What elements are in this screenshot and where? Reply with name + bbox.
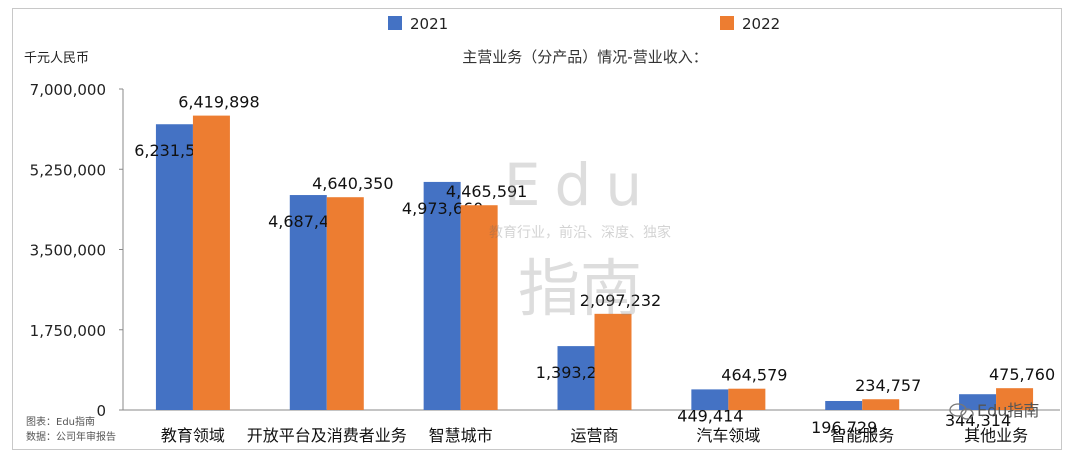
bar-2021-2 [423, 181, 461, 410]
watermark-tagline: 教育行业，前沿、深度、独家 [489, 224, 671, 241]
watermark-logo-text: Edu [504, 151, 656, 219]
bar-2022-5 [862, 399, 900, 410]
chart-title: 主营业务（分产品）情况-营业收入： [462, 48, 707, 66]
x-category-label: 开放平台及消费者业务 [247, 426, 407, 445]
data-label-2022-4: 464,579 [721, 366, 787, 385]
y-tick-label: 7,000,000 [30, 81, 106, 99]
watermark: Edu 教育行业，前沿、深度、独家 指南 [489, 151, 671, 325]
x-category-label: 运营商 [570, 426, 618, 445]
bar-2021-6 [959, 394, 997, 410]
data-credit: 数据：公司年审报告 [26, 430, 116, 443]
y-tick-label: 3,500,000 [30, 242, 106, 260]
y-axis-ticks: 0 1,750,000 3,500,000 5,250,000 7,000,000 [30, 81, 123, 420]
y-tick-label: 5,250,000 [30, 161, 106, 179]
data-label-2022-3: 2,097,232 [580, 291, 661, 310]
bar-2021-1 [289, 195, 327, 410]
bar-2021-0 [155, 124, 193, 410]
data-label-2022-5: 234,757 [855, 376, 921, 395]
y-tick-label: 0 [96, 402, 106, 420]
chart-frame [12, 8, 1062, 450]
legend-label-2021: 2021 [410, 15, 448, 33]
legend: 2021 2022 [388, 15, 780, 33]
data-label-2022-1: 4,640,350 [312, 174, 393, 193]
legend-label-2022: 2022 [742, 15, 780, 33]
y-axis-unit-label: 千元人民币 [24, 51, 89, 66]
bars: 6,231,5666,419,898教育领域4,687,4034,640,350… [134, 93, 1055, 445]
x-category-label: 智能服务 [830, 426, 894, 445]
bar-2022-1 [326, 197, 364, 410]
watermark-logo-cn: 指南 [518, 252, 642, 325]
x-category-label: 智慧城市 [429, 426, 493, 445]
wechat-icon [949, 403, 974, 420]
x-category-label: 教育领域 [161, 426, 225, 445]
bar-2021-5 [825, 400, 863, 410]
legend-swatch-2021 [388, 16, 402, 30]
legend-swatch-2022 [720, 16, 734, 30]
data-label-2022-0: 6,419,898 [178, 93, 259, 112]
bar-2022-2 [460, 205, 498, 410]
bar-2022-6 [996, 388, 1034, 410]
data-label-2021-5: 196,729 [811, 418, 877, 437]
wechat-watermark: Edu指南 [949, 401, 1039, 420]
bar-2021-4 [691, 389, 729, 410]
x-category-label: 其他业务 [964, 426, 1028, 445]
x-category-label: 汽车领域 [696, 426, 760, 445]
wechat-label: Edu指南 [977, 401, 1039, 420]
bar-2022-0 [192, 115, 230, 411]
y-tick-label: 1,750,000 [30, 322, 106, 340]
bar-2022-4 [728, 388, 766, 410]
data-label-2022-2: 4,465,591 [446, 182, 527, 201]
chart-credit: 图表：Edu指南 [26, 415, 95, 428]
data-label-2021-4: 449,414 [677, 406, 743, 425]
bar-2022-3 [594, 313, 632, 410]
bar-2021-3 [557, 346, 595, 410]
data-label-2022-6: 475,760 [989, 365, 1055, 384]
